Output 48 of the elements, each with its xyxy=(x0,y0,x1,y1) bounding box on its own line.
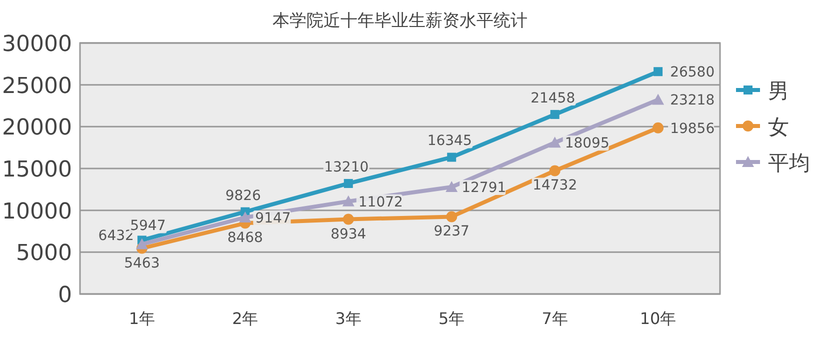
data-label: 9147 xyxy=(255,210,291,226)
x-tick-label: 7年 xyxy=(542,309,568,328)
legend-label: 平均 xyxy=(768,151,810,175)
point xyxy=(342,214,354,225)
data-label: 8934 xyxy=(330,226,366,242)
point xyxy=(652,94,664,105)
x-tick-label: 10年 xyxy=(640,309,676,328)
x-tick-label: 1年 xyxy=(128,309,156,328)
data-label: 8468 xyxy=(227,230,263,246)
data-label: 14732 xyxy=(532,178,578,194)
chart-title: 本学院近十年毕业生薪资水平统计 xyxy=(272,11,528,31)
data-label: 21458 xyxy=(530,90,576,106)
y-tick-label: 25000 xyxy=(2,74,72,99)
data-label: 13210 xyxy=(324,159,369,176)
data-label: 9826 xyxy=(225,188,262,204)
y-tick-label: 15000 xyxy=(2,158,72,182)
point xyxy=(654,67,663,76)
x-tick-label: 5年 xyxy=(438,309,465,328)
point xyxy=(446,180,458,192)
point xyxy=(344,178,353,188)
data-label: 12791 xyxy=(462,180,506,196)
point xyxy=(548,136,561,148)
data-label: 16345 xyxy=(427,133,472,150)
data-label: 19856 xyxy=(670,120,715,137)
point xyxy=(447,152,456,162)
x-tick-label: 2年 xyxy=(232,309,258,328)
data-label: 26580 xyxy=(670,64,715,81)
point xyxy=(342,195,354,206)
data-label: 9237 xyxy=(434,224,470,240)
y-tick-label: 10000 xyxy=(2,199,72,224)
point xyxy=(549,165,560,176)
y-tick-label: 20000 xyxy=(2,116,72,141)
y-tick-label: 0 xyxy=(58,283,72,308)
point xyxy=(239,211,252,222)
data-label: 23218 xyxy=(670,92,715,109)
data-label: 5463 xyxy=(124,255,160,272)
legend-label: 男 xyxy=(768,79,789,103)
y-tick-label: 5000 xyxy=(16,241,72,266)
data-label: 18095 xyxy=(564,136,610,152)
point xyxy=(652,122,664,134)
point xyxy=(136,238,148,250)
point xyxy=(550,110,560,119)
x-tick-label: 3年 xyxy=(335,309,362,328)
point xyxy=(446,211,458,222)
legend-label: 女 xyxy=(768,115,789,139)
data-label: 5947 xyxy=(130,218,166,234)
y-tick-label: 30000 xyxy=(2,32,72,57)
data-label: 11072 xyxy=(358,194,403,210)
